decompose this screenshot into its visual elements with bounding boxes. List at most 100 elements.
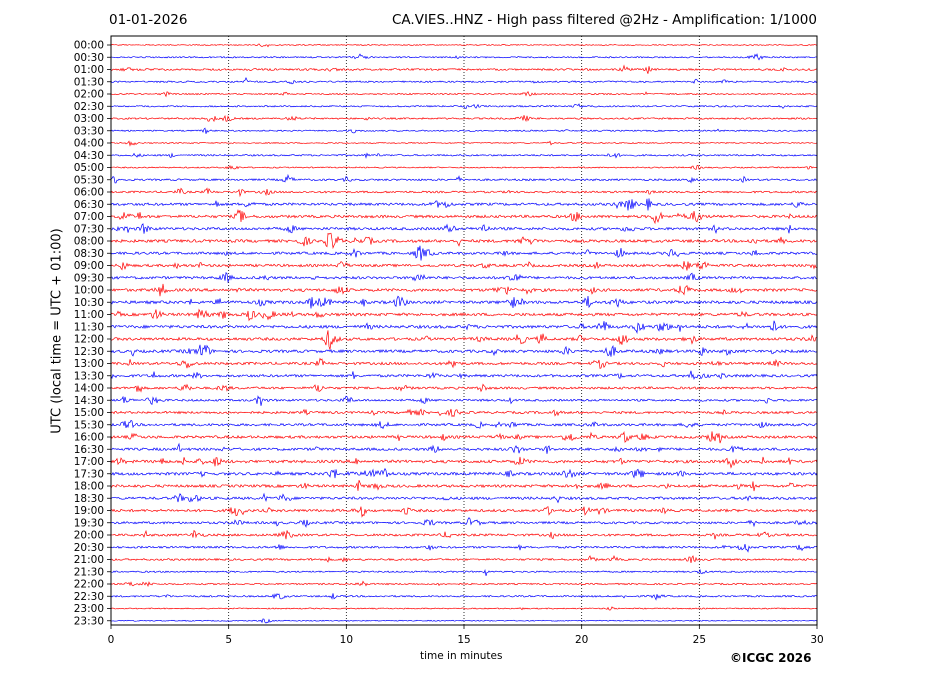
trace-0730 [110,223,818,235]
trace-1730 [110,467,818,479]
trace-2130 [110,568,818,576]
y-tick-label: 14:30 [74,395,104,407]
plot-frame [110,35,818,626]
y-tick-label: 22:30 [74,591,104,603]
trace-0700 [110,209,818,225]
y-tick-label: 11:00 [74,309,104,321]
y-tick-label: 23:00 [74,603,104,615]
x-tick-label: 25 [693,634,706,646]
y-tick-label: 19:00 [74,505,104,517]
trace-0100 [110,64,818,74]
trace-1830 [110,492,818,504]
trace-0030 [110,53,818,61]
trace-1430 [110,395,818,406]
trace-layer [110,43,818,624]
y-tick-label: 07:00 [74,211,104,223]
x-tick-label: 5 [225,634,232,646]
trace-0200 [110,91,818,98]
y-tick-label: 11:30 [74,321,104,333]
trace-0330 [110,127,818,134]
trace-1330 [110,370,818,380]
trace-0230 [110,103,818,110]
y-tick-label: 12:30 [74,346,104,358]
y-tick-label: 13:00 [74,358,104,370]
y-tick-label: 21:30 [74,566,104,578]
trace-1630 [110,442,818,454]
trace-0530 [110,173,818,184]
y-tick-label: 14:00 [74,383,104,395]
y-tick-label: 06:30 [74,199,104,211]
trace-1000 [110,283,818,297]
y-tick-label: 20:00 [74,530,104,542]
trace-1700 [110,456,818,469]
x-tick-label: 20 [575,634,588,646]
y-tick-label: 18:30 [74,493,104,505]
trace-0600 [110,187,818,198]
x-axis-label: time in minutes [420,650,503,662]
y-tick-label: 22:00 [74,579,104,591]
trace-2000 [110,529,818,540]
y-tick-label: 09:00 [74,260,104,272]
y-tick-label: 16:30 [74,444,104,456]
y-tick-label: 05:00 [74,162,104,174]
trace-1530 [110,419,818,430]
trace-0900 [110,261,818,271]
x-tick-label: 0 [108,634,115,646]
trace-0830 [110,245,818,261]
y-tick-label: 03:00 [74,113,104,125]
y-tick-label: 00:30 [74,52,104,64]
trace-0430 [110,152,818,159]
y-tick-label: 23:30 [74,615,104,627]
y-tick-label: 15:30 [74,419,104,431]
y-tick-label: 12:00 [74,334,104,346]
trace-0300 [110,115,818,123]
trace-0400 [110,140,818,147]
y-tick-label: 07:30 [74,223,104,235]
y-tick-label: 00:00 [74,40,104,52]
y-tick-label: 08:00 [74,236,104,248]
x-axis-ticks: 0 5 10 15 20 25 30 [108,625,824,646]
trace-2100 [110,555,818,564]
y-tick-label: 18:00 [74,481,104,493]
trace-1230 [110,344,818,357]
y-tick-label: 20:30 [74,542,104,554]
trace-1930 [110,517,818,528]
trace-1100 [110,308,818,322]
trace-1400 [110,383,818,393]
y-tick-label: 04:30 [74,150,104,162]
y-tick-label: 02:30 [74,101,104,113]
y-tick-label: 17:30 [74,468,104,480]
trace-1800 [110,480,818,492]
trace-0000 [110,43,818,48]
trace-1200 [110,330,818,350]
y-tick-label: 03:30 [74,125,104,137]
y-tick-label: 08:30 [74,248,104,260]
trace-1300 [110,357,818,369]
trace-2300 [110,606,818,611]
y-tick-label: 21:00 [74,554,104,566]
trace-0500 [110,164,818,171]
x-tick-label: 30 [810,634,823,646]
y-tick-label: 19:30 [74,517,104,529]
y-tick-label: 06:00 [74,187,104,199]
trace-1600 [110,431,818,444]
trace-1030 [110,295,818,309]
y-tick-label: 16:00 [74,432,104,444]
trace-1500 [110,408,818,418]
y-tick-label: 10:00 [74,285,104,297]
trace-2030 [110,543,818,553]
trace-0930 [110,271,818,284]
trace-1900 [110,506,818,518]
trace-0130 [110,77,818,85]
trace-2230 [110,593,818,601]
y-tick-label: 10:30 [74,297,104,309]
x-tick-label: 15 [457,634,470,646]
copyright-label: ©ICGC 2026 [730,651,812,665]
x-tick-label: 10 [340,634,353,646]
trace-0800 [110,232,818,250]
y-axis-ticks: 00:0000:3001:0001:3002:0002:3003:0003:30… [74,40,111,627]
grid-lines [228,36,700,625]
y-tick-label: 13:30 [74,370,104,382]
trace-0630 [110,198,818,211]
